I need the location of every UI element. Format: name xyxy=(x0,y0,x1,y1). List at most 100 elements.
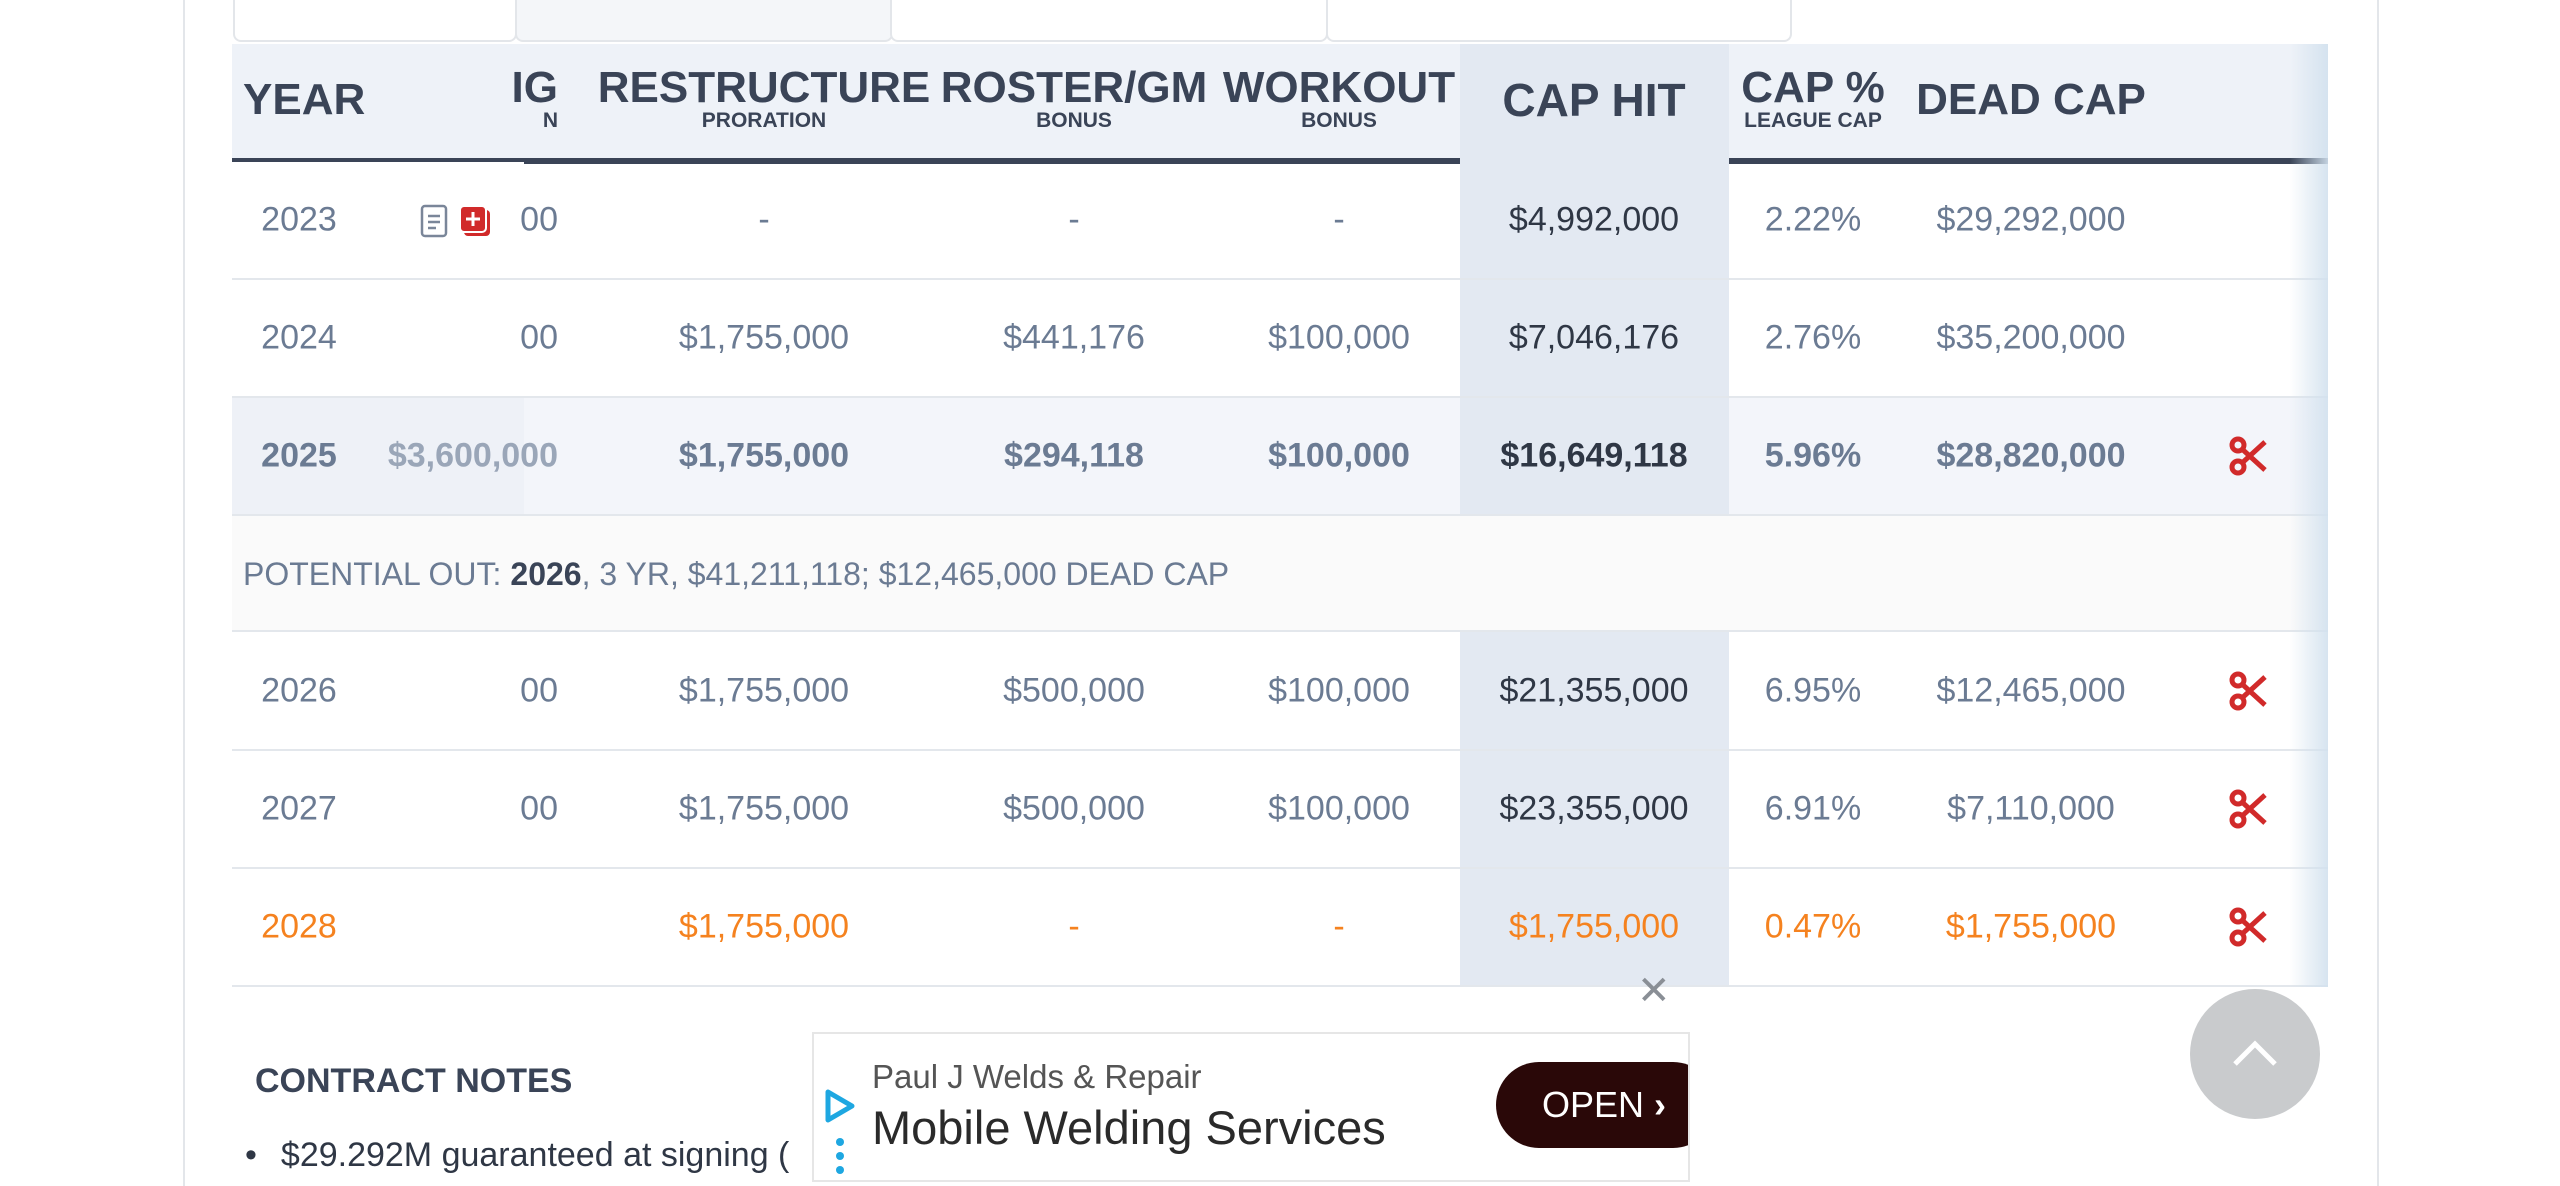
cell-value: - xyxy=(1333,907,1345,946)
cell-value: $7,110,000 xyxy=(1947,789,2115,828)
scroll-top-button[interactable] xyxy=(2190,989,2320,1119)
cell-value: $12,465,000 xyxy=(1936,671,2126,710)
cut-icon[interactable] xyxy=(2229,671,2269,716)
tab[interactable] xyxy=(1326,0,1792,42)
column-header: DEAD CAP xyxy=(1916,78,2146,122)
cell-value: 00 xyxy=(520,671,558,710)
potential-out-year: 2026 xyxy=(510,556,582,592)
cell-value: - xyxy=(1068,200,1080,239)
ad-icon xyxy=(825,1089,855,1174)
cell-value: $29,292,000 xyxy=(1936,200,2126,239)
cell-value: 6.91% xyxy=(1764,789,1862,828)
header-sub: BONUS xyxy=(1036,109,1112,132)
cell-value: 00 xyxy=(520,318,558,357)
header-title: CAP % xyxy=(1741,63,1885,112)
table-header xyxy=(232,44,2328,164)
column-header: RESTRUCTURE PRORATION xyxy=(598,66,930,132)
column-header: CAP HIT xyxy=(1502,74,1686,126)
year: 2028 xyxy=(261,907,337,946)
column-header: CAP % LEAGUE CAP xyxy=(1741,66,1884,132)
header-sub: BONUS xyxy=(1301,109,1377,132)
cell-value: $100,000 xyxy=(1268,789,1410,828)
potential-out-prefix: POTENTIAL OUT: xyxy=(243,556,502,592)
cell-value: $28,820,000 xyxy=(1936,436,2126,475)
sticky-column xyxy=(232,280,524,396)
header-title: IG xyxy=(511,63,558,112)
table-row: 2024 00 $1,755,000 $441,176 $100,000 $7,046,1… xyxy=(232,280,2328,398)
header-title: ROSTER/GM xyxy=(940,63,1208,112)
column-header: YEAR xyxy=(243,78,365,122)
header-title: WORKOUT xyxy=(1222,63,1456,112)
cell-value: $100,000 xyxy=(1268,318,1410,357)
tab[interactable] xyxy=(890,0,1328,42)
potential-out-row: POTENTIAL OUT: 2026, 3 YR, $41,211,118; $… xyxy=(232,516,2328,632)
table-row: 2026 00 $1,755,000 $500,000 $100,000 $21,355,… xyxy=(232,633,2328,751)
column-header: IG N xyxy=(512,66,558,132)
cell-value: $1,755,000 xyxy=(678,436,850,475)
cell-value: $1,755,000 xyxy=(678,907,850,946)
table-row: 2023 00 - - - $4,992,000 2.22% $29,292,000 xyxy=(232,162,2328,280)
cell-value: $16,649,118 xyxy=(1500,436,1688,475)
ad-banner[interactable]: Paul J Welds & Repair Mobile Welding Ser… xyxy=(812,1032,1690,1182)
content-panel xyxy=(183,0,2379,1186)
year: 2024 xyxy=(261,318,337,357)
cell-value: $35,200,000 xyxy=(1936,318,2126,357)
ad-close[interactable]: ✕ xyxy=(1637,969,1671,1013)
cell-value: $21,355,000 xyxy=(1499,671,1689,710)
sticky-column xyxy=(232,751,524,867)
cap-hit-bg xyxy=(1460,398,1729,514)
tab[interactable] xyxy=(233,0,517,42)
cut-icon[interactable] xyxy=(2229,789,2269,834)
header-sub: N xyxy=(542,109,558,132)
sticky-column xyxy=(232,633,524,749)
cell-value: $100,000 xyxy=(1268,436,1410,475)
header-title: YEAR xyxy=(243,75,366,124)
table-row: 2027 00 $1,755,000 $500,000 $100,000 $23,355,… xyxy=(232,751,2328,869)
column-header: ROSTER/GM BONUS xyxy=(941,66,1207,132)
year: 2026 xyxy=(261,671,337,710)
cell-value: $7,046,176 xyxy=(1508,318,1680,357)
year: 2025 xyxy=(261,436,337,475)
year: 2027 xyxy=(261,789,337,828)
cell-value: $500,000 xyxy=(1003,671,1145,710)
cell-value: $441,176 xyxy=(1003,318,1145,357)
cell-value: 00 xyxy=(520,200,558,239)
column-header: WORKOUT BONUS xyxy=(1223,66,1455,132)
cell-value: - xyxy=(1068,907,1080,946)
cell-value: $1,755,000 xyxy=(1945,907,2117,946)
note-text: $29.292M guaranteed at signing ( xyxy=(280,1136,790,1174)
header-title: DEAD CAP xyxy=(1916,75,2146,124)
header-sub: PRORATION xyxy=(701,109,827,132)
cell-value: $1,755,000 xyxy=(678,671,850,710)
year: 2023 xyxy=(261,200,337,239)
notes-title: CONTRACT NOTES xyxy=(255,1062,573,1100)
cell-value: 00 xyxy=(520,789,558,828)
cell-value: $1,755,000 xyxy=(678,318,850,357)
potential-out-detail: , 3 YR, $41,211,118; $12,465,000 DEAD CA… xyxy=(581,556,1230,592)
cell-value: $23,355,000 xyxy=(1499,789,1689,828)
header-sub: LEAGUE CAP xyxy=(1744,109,1882,132)
ad-headline: Mobile Welding Services xyxy=(872,1101,1386,1154)
table-row: 2028 $1,755,000 - - $1,755,000 0.47% $1,755,00… xyxy=(232,869,2328,987)
cell-value: $3,600,000 xyxy=(387,436,558,475)
cell-value: 2.76% xyxy=(1764,318,1862,357)
cell-value: $1,755,000 xyxy=(1508,907,1680,946)
cell-value: $100,000 xyxy=(1268,671,1410,710)
cut-icon[interactable] xyxy=(2229,436,2269,481)
tab[interactable] xyxy=(515,0,893,42)
cell-value: $4,992,000 xyxy=(1508,200,1680,239)
ad-advertiser: Paul J Welds & Repair xyxy=(872,1058,1202,1095)
cell-value: 2.22% xyxy=(1764,200,1862,239)
row-icons[interactable] xyxy=(420,202,500,247)
cell-value: 5.96% xyxy=(1764,436,1862,475)
cell-value: - xyxy=(758,200,770,239)
cell-value: $294,118 xyxy=(1004,436,1144,475)
table-row: 2025 $3,600,000 $1,755,000 $294,118 $100,000… xyxy=(232,398,2328,516)
ad-button[interactable]: OPEN › xyxy=(1496,1062,1688,1148)
cut-icon[interactable] xyxy=(2229,907,2269,952)
scroll-shade xyxy=(2290,44,2328,987)
notes-item: • $29.292M guaranteed at signing ( xyxy=(245,1136,790,1174)
ad-button-label: OPEN xyxy=(1542,1084,1645,1125)
header-title: CAP HIT xyxy=(1502,74,1686,126)
